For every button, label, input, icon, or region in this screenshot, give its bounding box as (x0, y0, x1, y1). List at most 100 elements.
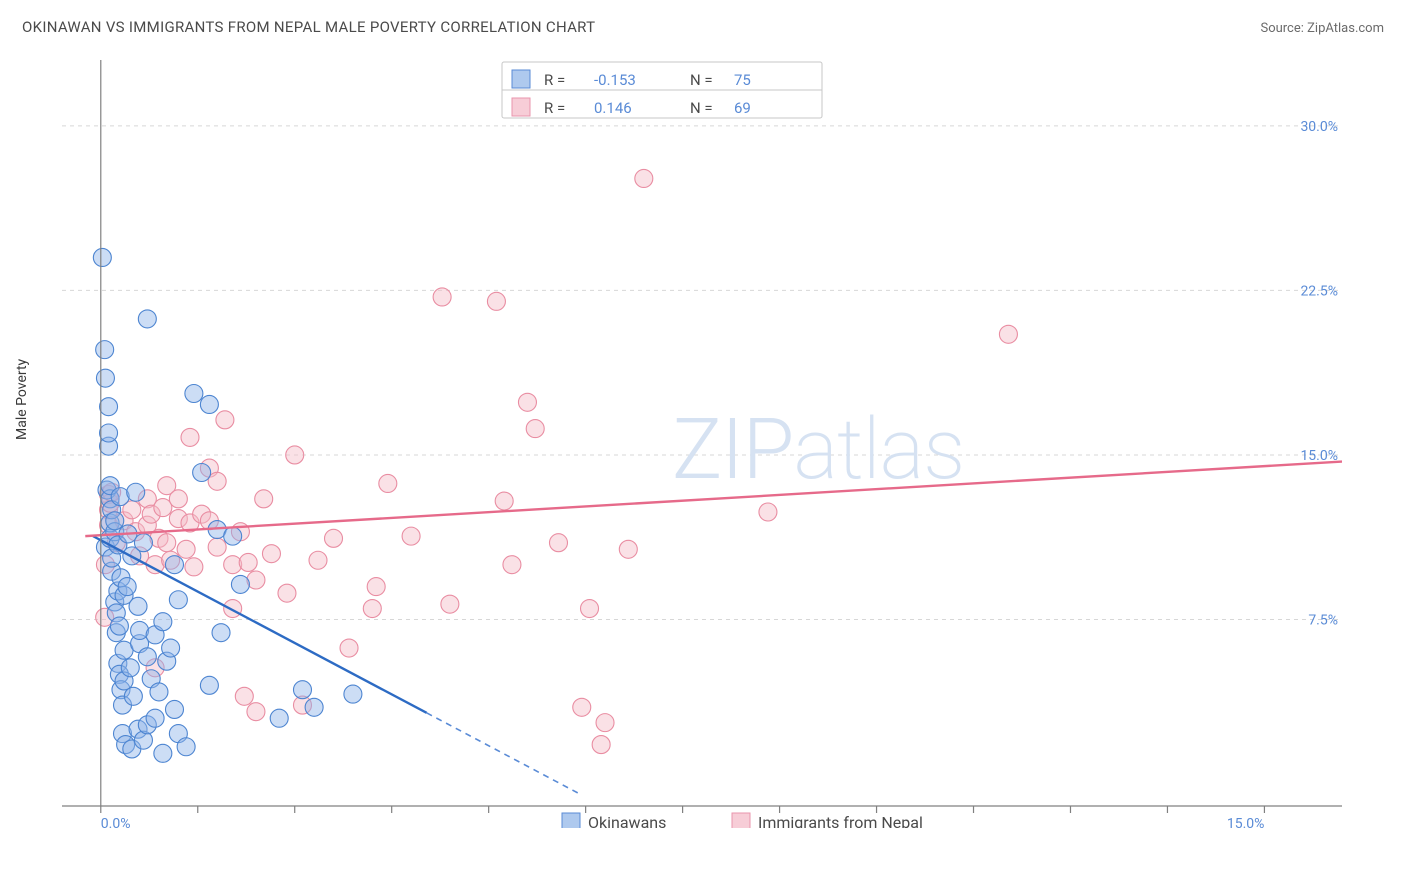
stats-n-label: N = (690, 99, 713, 117)
data-point (255, 490, 273, 508)
legend-swatch-icon (562, 813, 580, 828)
stats-swatch-icon (512, 70, 530, 88)
data-point (340, 639, 358, 657)
data-point (154, 613, 172, 631)
data-point (247, 703, 265, 721)
data-point (379, 474, 397, 492)
data-point (619, 540, 637, 558)
data-point (278, 584, 296, 602)
data-point (239, 553, 257, 571)
data-point (185, 385, 203, 403)
data-point (165, 700, 183, 718)
data-point (495, 492, 513, 510)
data-point (162, 639, 180, 657)
data-point (150, 683, 168, 701)
data-point (344, 685, 362, 703)
data-point (93, 248, 111, 266)
data-point (118, 578, 136, 596)
data-point (165, 556, 183, 574)
data-point (592, 736, 610, 754)
data-point (200, 676, 218, 694)
data-point (441, 595, 459, 613)
data-point (177, 738, 195, 756)
stats-n-value: 75 (734, 71, 751, 89)
data-point (200, 395, 218, 413)
data-point (138, 310, 156, 328)
data-point (309, 551, 327, 569)
data-point (224, 527, 242, 545)
data-point (110, 617, 128, 635)
data-point (169, 591, 187, 609)
stats-n-label: N = (690, 71, 713, 89)
data-point (433, 288, 451, 306)
data-point (138, 648, 156, 666)
plot-area: 7.5%15.0%22.5%30.0% ZIPatlas 0.0%15.0% R… (52, 48, 1342, 828)
stats-swatch-icon (512, 98, 530, 116)
chart-source: Source: ZipAtlas.com (1260, 21, 1384, 36)
data-point (235, 687, 253, 705)
data-point (146, 709, 164, 727)
data-point (262, 545, 280, 563)
chart-title: OKINAWAN VS IMMIGRANTS FROM NEPAL MALE P… (22, 18, 595, 36)
data-point (596, 714, 614, 732)
y-tick-label: 7.5% (1308, 613, 1338, 629)
data-point (181, 428, 199, 446)
stats-n-value: 69 (734, 99, 751, 117)
data-point (573, 698, 591, 716)
data-point (129, 597, 147, 615)
data-point (635, 169, 653, 187)
data-point (286, 446, 304, 464)
data-point (100, 424, 118, 442)
data-point (177, 540, 195, 558)
data-point (100, 398, 118, 416)
data-point (216, 411, 234, 429)
data-point (124, 687, 142, 705)
legend-swatch-icon (732, 813, 750, 828)
data-point (96, 369, 114, 387)
data-point (581, 600, 599, 618)
x-tick-label: 0.0% (101, 816, 131, 828)
data-point (127, 483, 145, 501)
y-axis-label: Male Poverty (14, 359, 30, 440)
data-point (759, 503, 777, 521)
data-point (169, 490, 187, 508)
data-point (487, 292, 505, 310)
data-point (154, 744, 172, 762)
data-point (270, 709, 288, 727)
stats-r-value: 0.146 (594, 99, 632, 117)
data-point (96, 341, 114, 359)
legend-label-nepal: Immigrants from Nepal (758, 813, 923, 828)
data-point (363, 600, 381, 618)
data-point (549, 534, 567, 552)
data-point (325, 529, 343, 547)
legend-label-okinawans: Okinawans (588, 813, 666, 828)
stats-r-value: -0.153 (594, 71, 636, 89)
watermark: ZIPatlas (672, 400, 964, 499)
stats-r-label: R = (544, 99, 565, 117)
data-point (518, 393, 536, 411)
data-point (231, 575, 249, 593)
trend-line-okinawans-dash (427, 713, 582, 795)
data-point (158, 534, 176, 552)
data-point (526, 420, 544, 438)
data-point (402, 527, 420, 545)
data-point (212, 624, 230, 642)
data-point (224, 600, 242, 618)
data-point (367, 578, 385, 596)
data-point (134, 534, 152, 552)
data-point (121, 659, 139, 677)
y-tick-label: 22.5% (1300, 283, 1338, 299)
data-point (305, 698, 323, 716)
data-point (185, 558, 203, 576)
scatter-chart: 7.5%15.0%22.5%30.0% ZIPatlas 0.0%15.0% R… (52, 48, 1342, 828)
x-tick-label: 15.0% (1227, 816, 1265, 828)
y-tick-label: 30.0% (1300, 119, 1338, 135)
stats-r-label: R = (544, 71, 565, 89)
chart-header: OKINAWAN VS IMMIGRANTS FROM NEPAL MALE P… (0, 0, 1406, 36)
data-point (503, 556, 521, 574)
data-point (208, 538, 226, 556)
data-point (999, 325, 1017, 343)
data-point (293, 681, 311, 699)
data-point (106, 512, 124, 530)
data-point (193, 463, 211, 481)
